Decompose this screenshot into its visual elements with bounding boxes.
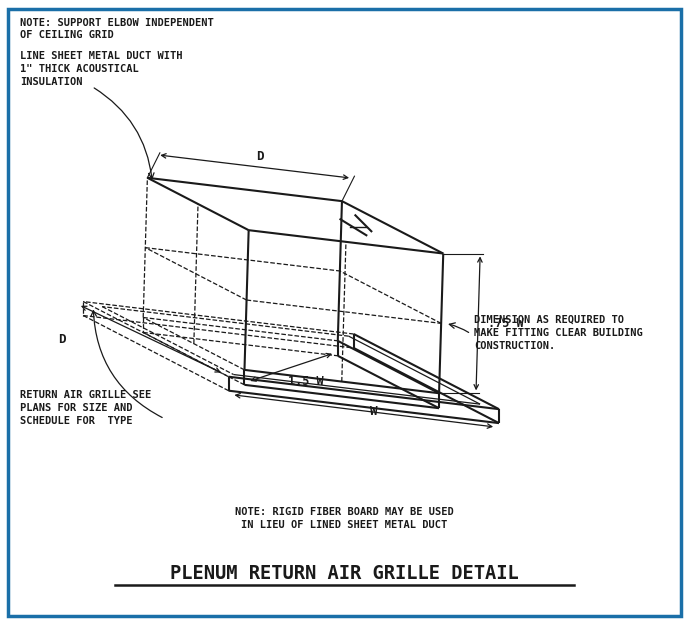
Text: W: W [370, 404, 377, 418]
Text: .75 W: .75 W [488, 317, 524, 330]
Text: IN LIEU OF LINED SHEET METAL DUCT: IN LIEU OF LINED SHEET METAL DUCT [241, 519, 447, 529]
Text: LINE SHEET METAL DUCT WITH: LINE SHEET METAL DUCT WITH [20, 51, 182, 61]
Text: PLANS FOR SIZE AND: PLANS FOR SIZE AND [20, 402, 132, 412]
Text: 1.5 W: 1.5 W [288, 376, 324, 388]
Text: PLENUM RETURN AIR GRILLE DETAIL: PLENUM RETURN AIR GRILLE DETAIL [170, 564, 519, 584]
Text: MAKE FITTING CLEAR BUILDING: MAKE FITTING CLEAR BUILDING [474, 328, 642, 338]
Text: NOTE: RIGID FIBER BOARD MAY BE USED: NOTE: RIGID FIBER BOARD MAY BE USED [235, 507, 453, 517]
Text: OF CEILING GRID: OF CEILING GRID [20, 29, 114, 39]
Text: D: D [257, 149, 264, 162]
Text: 1" THICK ACOUSTICAL: 1" THICK ACOUSTICAL [20, 64, 139, 74]
Text: INSULATION: INSULATION [20, 76, 83, 86]
Text: DIMENSION AS REQUIRED TO: DIMENSION AS REQUIRED TO [474, 315, 624, 325]
Text: SCHEDULE FOR  TYPE: SCHEDULE FOR TYPE [20, 416, 132, 426]
Text: NOTE: SUPPORT ELBOW INDEPENDENT: NOTE: SUPPORT ELBOW INDEPENDENT [20, 18, 214, 28]
Text: CONSTRUCTION.: CONSTRUCTION. [474, 341, 555, 351]
Text: RETURN AIR GRILLE SEE: RETURN AIR GRILLE SEE [20, 390, 151, 400]
Text: D: D [58, 332, 66, 346]
